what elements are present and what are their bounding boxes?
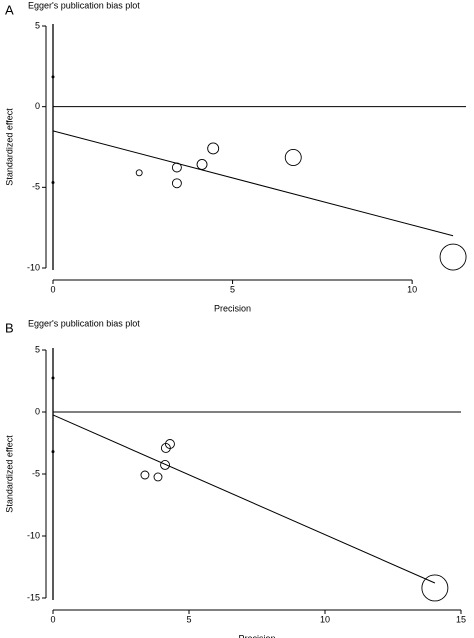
study-point: [207, 142, 220, 155]
study-point: [160, 459, 171, 470]
intercept-ci-point: [51, 376, 55, 380]
y-tick-label: -10: [27, 262, 40, 272]
study-point: [421, 574, 449, 602]
intercept-ci-point: [51, 450, 55, 454]
study-point: [171, 178, 182, 189]
study-point: [171, 162, 182, 173]
study-point: [196, 158, 208, 170]
panel-label: A: [5, 2, 14, 17]
y-tick-label: 5: [35, 20, 40, 30]
panel-label: B: [5, 320, 14, 335]
study-point: [140, 470, 150, 480]
y-tick-label: 0: [35, 406, 40, 416]
study-point: [153, 472, 163, 482]
x-axis-label: Precision: [238, 633, 275, 638]
y-axis-label: Standardized effect: [4, 435, 14, 513]
study-point: [284, 149, 302, 166]
study-point: [165, 439, 175, 449]
x-tick-label: 0: [50, 614, 55, 624]
regression-line: [52, 414, 436, 584]
x-tick-label: 0: [50, 284, 55, 294]
y-tick-label: 5: [35, 344, 40, 354]
chart-title: Egger's publication bias plot: [28, 0, 140, 10]
intercept-ci-point: [51, 180, 55, 184]
x-tick-label: 5: [186, 614, 191, 624]
intercept-ci-point: [51, 75, 55, 79]
x-tick-label: 10: [320, 614, 330, 624]
x-tick-label: 5: [230, 284, 235, 294]
x-tick-label: 10: [407, 284, 417, 294]
x-tick-label: 15: [456, 614, 466, 624]
y-tick-label: -10: [27, 530, 40, 540]
chart-title: Egger's publication bias plot: [28, 318, 140, 328]
x-axis-label: Precision: [214, 303, 251, 313]
y-axis-label: Standardized effect: [4, 108, 14, 186]
study-point: [439, 243, 467, 271]
regression-line: [52, 130, 454, 237]
y-tick-label: 0: [35, 101, 40, 111]
study-point: [135, 169, 143, 177]
y-tick-label: -15: [27, 592, 40, 602]
y-tick-label: -5: [32, 182, 40, 192]
y-tick-label: -5: [32, 468, 40, 478]
